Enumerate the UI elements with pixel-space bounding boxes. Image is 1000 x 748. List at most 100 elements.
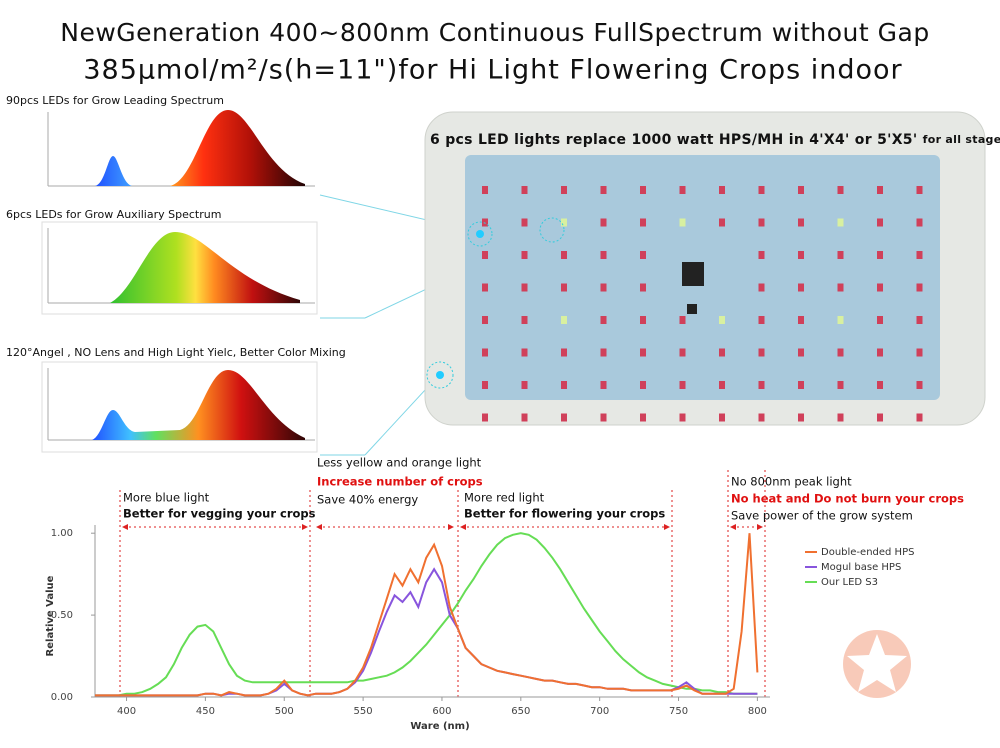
led [916, 251, 923, 259]
led [837, 316, 844, 324]
annotation: Save power of the grow system [731, 509, 913, 523]
x-tick-label: 450 [196, 706, 215, 717]
led [837, 186, 844, 194]
y-tick-label: 0.00 [51, 692, 73, 703]
x-axis-title: Ware (nm) [410, 721, 469, 732]
led [679, 186, 686, 194]
led [837, 413, 844, 422]
x-tick-label: 600 [432, 706, 451, 717]
annotation: Better for vegging your crops [123, 507, 316, 521]
legend-label: Our LED S3 [821, 577, 878, 588]
led [758, 381, 765, 389]
led [877, 186, 883, 194]
led [482, 413, 488, 422]
led [719, 413, 725, 422]
y-axis-title: Relative Value [45, 575, 56, 656]
led [521, 218, 528, 227]
led [640, 413, 646, 422]
annotation: More red light [464, 491, 545, 505]
series-line [95, 567, 758, 697]
series-line [95, 532, 758, 697]
led [798, 283, 804, 292]
led [561, 316, 567, 324]
led [679, 316, 686, 324]
annotation: Better for flowering your crops [464, 507, 665, 521]
led [482, 316, 488, 324]
annotation: No 800nm peak light [731, 475, 852, 489]
led [916, 186, 923, 194]
led [877, 413, 883, 422]
panel-caption: 90pcs LEDs for Grow Leading Spectrum [6, 94, 224, 107]
led [561, 186, 567, 194]
led [719, 381, 725, 389]
annotation: Increase number of crops [317, 475, 483, 489]
product-caption: 6 pcs LED lights replace 1000 watt HPS/M… [430, 132, 1000, 148]
led [521, 348, 528, 357]
led [719, 316, 725, 324]
led [640, 283, 646, 292]
led [600, 316, 607, 324]
led [482, 381, 488, 389]
led [798, 251, 804, 259]
led [877, 381, 883, 389]
led [758, 348, 765, 357]
led [798, 218, 804, 227]
led [758, 316, 765, 324]
led [916, 218, 923, 227]
led [640, 316, 646, 324]
led [482, 186, 488, 194]
led [916, 348, 923, 357]
led [877, 348, 883, 357]
legend-label: Double-ended HPS [821, 547, 914, 558]
led [482, 218, 488, 227]
chart: Relative Value Ware (nm) 400 450 500 550 600… [45, 525, 914, 732]
led [561, 348, 567, 357]
mini-spectrum [47, 110, 315, 187]
led [521, 283, 528, 292]
x-tick-label: 500 [275, 706, 294, 717]
led [877, 283, 883, 292]
led [482, 251, 488, 259]
led [679, 348, 686, 357]
product-caption-note: for all stage [923, 133, 1000, 146]
led [600, 186, 607, 194]
led [561, 283, 567, 292]
led [758, 413, 765, 422]
led-panel [424, 111, 986, 426]
led [482, 348, 488, 357]
led [482, 283, 488, 292]
title: NewGeneration 400~800nm Continuous FullS… [60, 18, 929, 47]
x-tick-label: 750 [669, 706, 688, 717]
annotation-markers [119, 470, 766, 697]
led [561, 251, 567, 259]
led [758, 218, 765, 227]
led [521, 186, 528, 194]
led [798, 413, 804, 422]
led [600, 251, 607, 259]
led [798, 186, 804, 194]
led [798, 381, 804, 389]
led [561, 218, 567, 227]
led [877, 218, 883, 227]
annotation: Save 40% energy [317, 493, 418, 507]
x-tick-label: 800 [748, 706, 767, 717]
y-tick-label: 0.50 [51, 610, 73, 621]
led [916, 283, 923, 292]
led [916, 316, 923, 324]
led [837, 251, 844, 259]
x-tick-label: 550 [354, 706, 373, 717]
led [600, 348, 607, 357]
mini-spectrum [41, 361, 318, 453]
led [719, 186, 725, 194]
annotation: No heat and Do not burn your crops [731, 492, 964, 506]
led [640, 251, 646, 259]
led [521, 316, 528, 324]
legend-label: Mogul base HPS [821, 562, 901, 573]
subtitle: 385μmol/m²/s(h=11")for Hi Light Flowerin… [83, 55, 902, 86]
led [837, 381, 844, 389]
led [521, 413, 528, 422]
x-tick-label: 700 [590, 706, 609, 717]
led [798, 348, 804, 357]
led [877, 316, 883, 324]
